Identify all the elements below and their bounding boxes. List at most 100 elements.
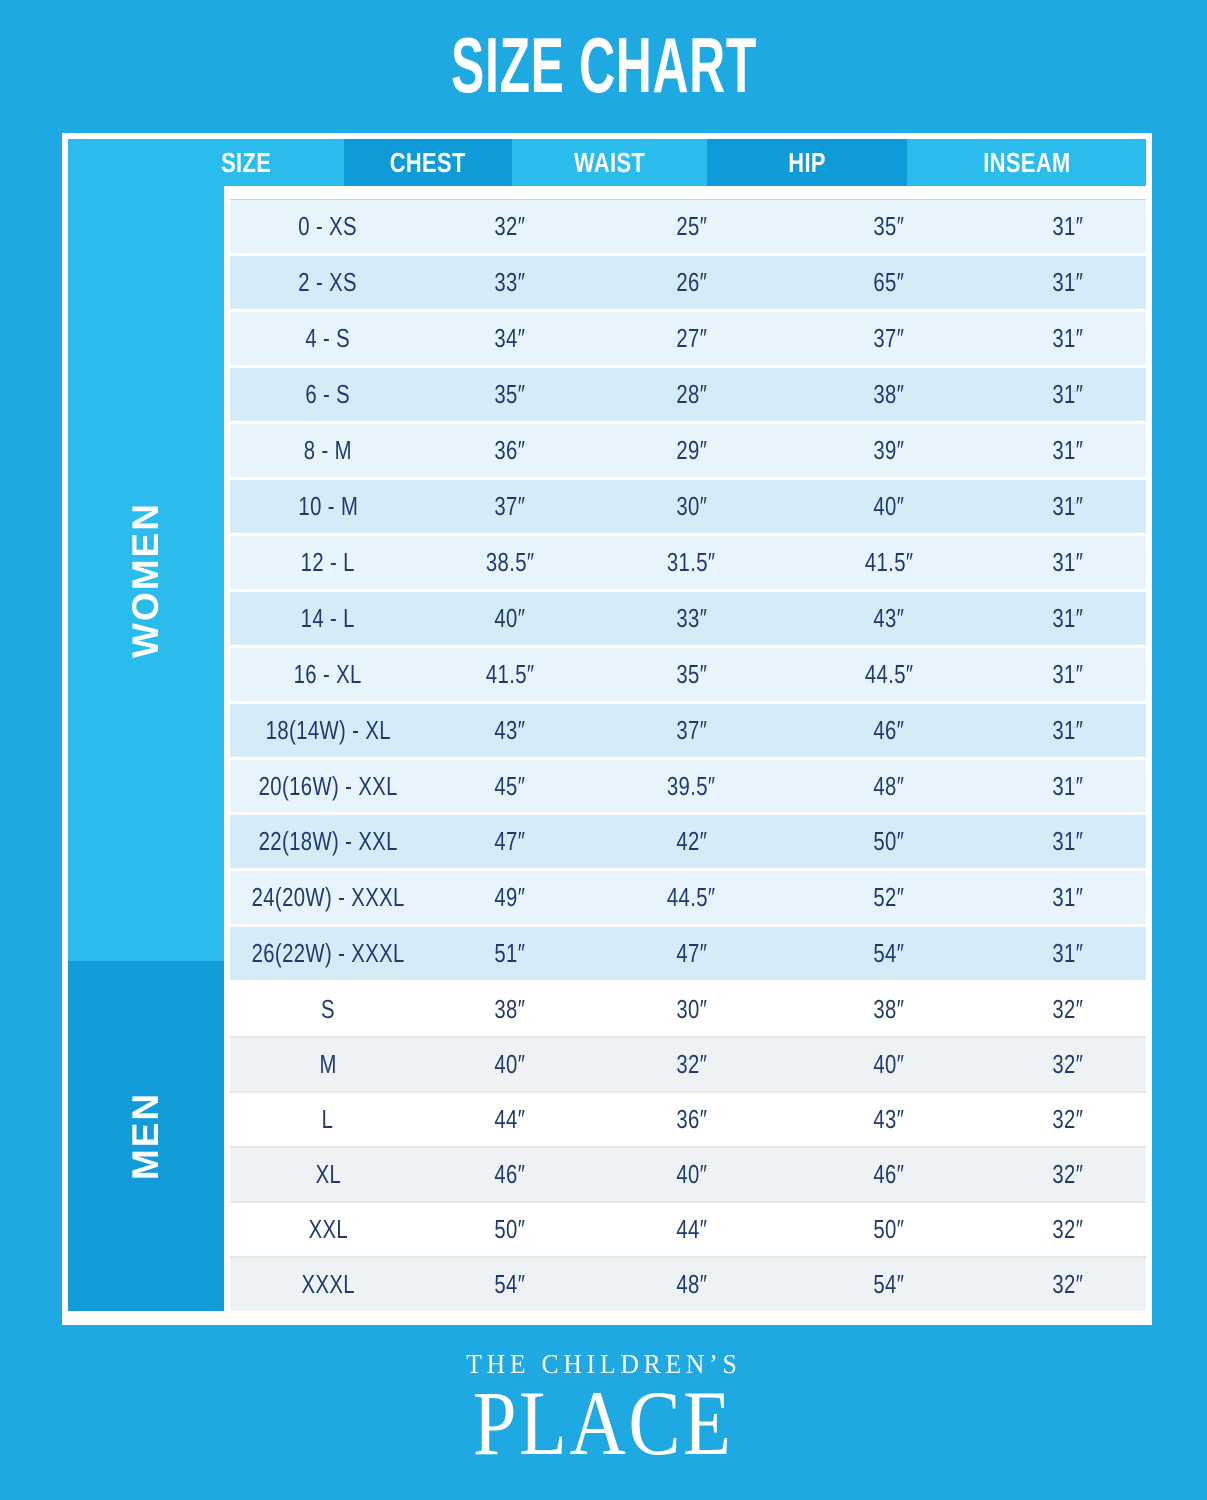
size-cell: XXL <box>308 1214 348 1245</box>
brand-name-line1: THE CHILDREN’S <box>465 1349 742 1379</box>
size-cell: 20(16W) - XXL <box>258 770 398 801</box>
measurement-cell: 37″ <box>494 490 526 521</box>
size-cell: S <box>320 994 335 1025</box>
measurement-cell: 54″ <box>873 1269 905 1300</box>
measurement-cell: 35″ <box>675 658 707 689</box>
measurement-cell: 43″ <box>494 714 526 745</box>
measurement-cell: 46″ <box>494 1159 526 1190</box>
brand-name-line2: PLACE <box>473 1371 734 1474</box>
table-row: 8 - M 36″ 29″ 39″ 31″ <box>229 420 1146 477</box>
measurement-cell: 28″ <box>675 378 707 409</box>
table-row: 18(14W) - XL 43″ 37″ 46″ 31″ <box>229 700 1146 757</box>
measurement-cell: 37″ <box>873 322 905 353</box>
table-row: S 38″ 30″ 38″ 32″ <box>229 980 1146 1037</box>
measurement-cell: 46″ <box>873 1159 905 1190</box>
measurement-cell: 31″ <box>1052 714 1083 745</box>
section-label-women: WOMEN <box>68 199 224 961</box>
measurement-cell: 44″ <box>494 1104 526 1135</box>
section-label-men: MEN <box>68 960 224 1311</box>
measurement-cell: 35″ <box>873 210 905 241</box>
measurement-cell: 40″ <box>494 602 526 633</box>
measurement-cell: 38.5″ <box>485 546 535 577</box>
table-row: 0 - XS 32″ 25″ 35″ 31″ <box>229 199 1146 253</box>
column-header-waist: WAIST <box>573 146 646 178</box>
measurement-cell: 31″ <box>1052 602 1083 633</box>
measurement-cell: 31″ <box>1052 490 1083 521</box>
measurement-cell: 48″ <box>675 1269 707 1300</box>
table-row: XL 46″ 40″ 46″ 32″ <box>229 1146 1146 1202</box>
measurement-cell: 26″ <box>675 266 707 297</box>
measurement-cell: 29″ <box>675 434 707 465</box>
measurement-cell: 54″ <box>873 938 905 969</box>
size-cell: 6 - S <box>305 378 351 409</box>
measurement-cell: 36″ <box>675 1104 707 1135</box>
measurement-cell: 42″ <box>675 826 707 857</box>
measurement-cell: 44.5″ <box>667 882 716 913</box>
size-cell: 18(14W) - XL <box>265 714 391 745</box>
column-header-hip: HIP <box>707 139 907 186</box>
measurement-cell: 49″ <box>494 882 526 913</box>
measurement-cell: 25″ <box>675 210 707 241</box>
size-cell: 14 - L <box>300 602 356 633</box>
table-row: 4 - S 34″ 27″ 37″ 31″ <box>229 308 1146 365</box>
table-row: 10 - M 37″ 30″ 40″ 31″ <box>229 476 1146 533</box>
measurement-cell: 44″ <box>675 1214 707 1245</box>
table-row: 14 - L 40″ 33″ 43″ 31″ <box>229 588 1146 645</box>
measurement-cell: 39″ <box>873 434 905 465</box>
measurement-cell: 32″ <box>1052 1049 1083 1080</box>
section-sidebar: WOMEN MEN <box>68 186 224 1311</box>
measurement-cell: 31″ <box>1052 322 1083 353</box>
sidebar-divider <box>223 186 230 1311</box>
sidebar-top-spacer <box>68 186 224 199</box>
table-row: 20(16W) - XXL 45″ 39.5″ 48″ 31″ <box>229 756 1146 813</box>
measurement-cell: 32″ <box>494 210 526 241</box>
measurement-cell: 50″ <box>494 1214 526 1245</box>
measurement-cell: 36″ <box>494 434 526 465</box>
table-row: M 40″ 32″ 40″ 32″ <box>229 1036 1146 1092</box>
size-cell: 4 - S <box>305 322 351 353</box>
measurement-cell: 52″ <box>873 882 905 913</box>
size-cell: 8 - M <box>303 434 353 465</box>
measurement-cell: 30″ <box>675 994 707 1025</box>
size-cell: 16 - XL <box>293 658 362 689</box>
measurement-cell: 31″ <box>1052 266 1083 297</box>
size-cell: L <box>322 1104 334 1135</box>
measurement-cell: 31″ <box>1052 658 1083 689</box>
page-title: SIZE CHART <box>0 26 1207 104</box>
measurement-cell: 35″ <box>494 378 526 409</box>
size-cell: 2 - XS <box>298 266 358 297</box>
size-cell: 22(18W) - XXL <box>258 826 398 857</box>
measurement-cell: 32″ <box>1052 1159 1083 1190</box>
measurement-cell: 31″ <box>1052 210 1083 241</box>
measurement-cell: 44.5″ <box>864 658 914 689</box>
measurement-cell: 31″ <box>1052 882 1083 913</box>
table-row: 6 - S 35″ 28″ 38″ 31″ <box>229 364 1146 421</box>
measurement-cell: 47″ <box>494 826 526 857</box>
size-cell: 10 - M <box>298 490 358 521</box>
measurement-cell: 46″ <box>873 714 905 745</box>
column-header-chest: CHEST <box>344 139 512 186</box>
measurement-cell: 33″ <box>675 602 707 633</box>
size-cell: 24(20W) - XXXL <box>251 882 405 913</box>
measurement-cell: 38″ <box>494 994 526 1025</box>
measurement-cell: 27″ <box>675 322 707 353</box>
table-row: 16 - XL 41.5″ 35″ 44.5″ 31″ <box>229 644 1146 701</box>
measurement-cell: 32″ <box>1052 1214 1083 1245</box>
table-body: 0 - XS 32″ 25″ 35″ 31″ 2 - XS 33″ 26″ 65″ 31″ 4 - … <box>229 186 1146 1312</box>
measurement-cell: 32″ <box>1052 994 1083 1025</box>
measurement-cell: 31″ <box>1052 770 1083 801</box>
measurement-cell: 37″ <box>675 714 707 745</box>
measurement-cell: 40″ <box>494 1049 526 1080</box>
measurement-cell: 32″ <box>1052 1104 1083 1135</box>
size-cell: 0 - XS <box>298 210 358 241</box>
size-cell: XL <box>315 1159 341 1190</box>
page-title-text: SIZE CHART <box>450 21 757 109</box>
size-cell: M <box>319 1049 337 1080</box>
measurement-cell: 30″ <box>675 490 707 521</box>
measurement-cell: 43″ <box>873 1104 905 1135</box>
measurement-cell: 40″ <box>873 1049 905 1080</box>
column-header-inseam: INSEAM <box>982 146 1071 178</box>
measurement-cell: 32″ <box>675 1049 707 1080</box>
measurement-cell: 38″ <box>873 994 905 1025</box>
